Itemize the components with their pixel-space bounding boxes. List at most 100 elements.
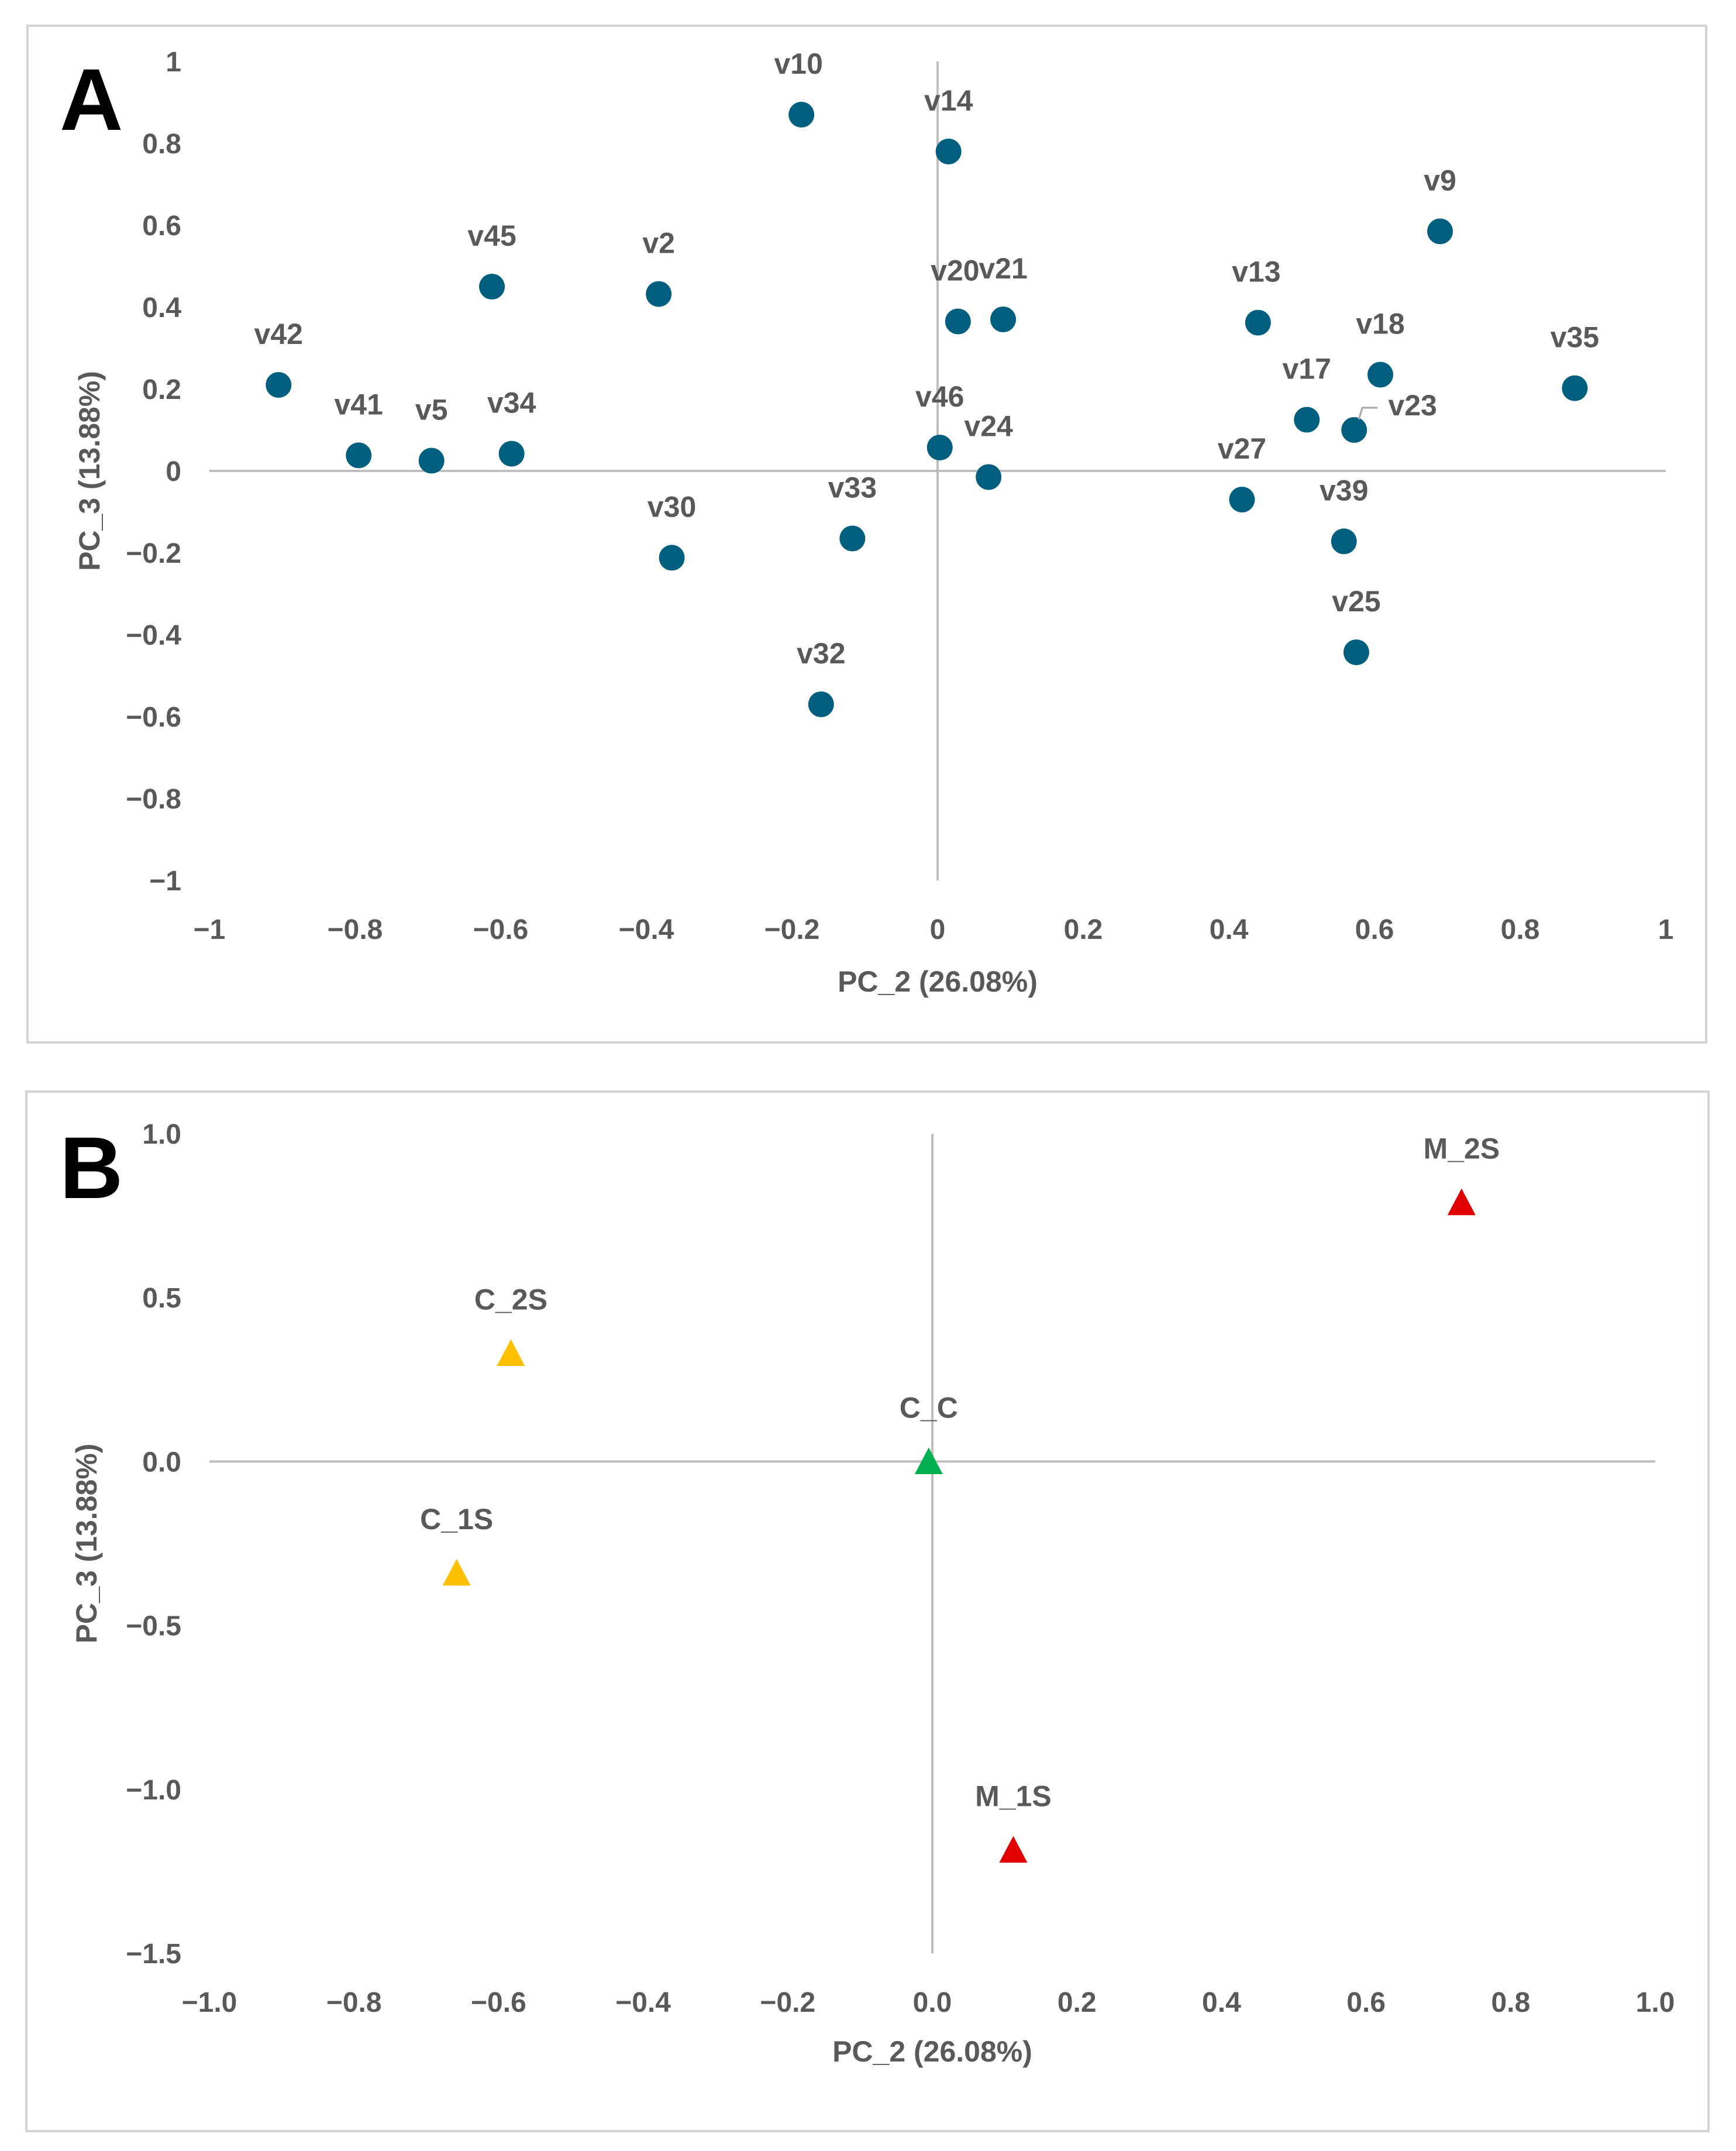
data-label-C_1S: C_1S [420,1503,493,1536]
data-point-v27 [1229,487,1255,512]
data-label-v25: v25 [1332,585,1380,618]
data-point-v21 [990,307,1017,332]
data-label-v5: v5 [415,394,448,426]
data-label-v45: v45 [467,219,516,252]
data-label-v30: v30 [647,490,696,523]
data-label-v23: v23 [1388,389,1437,422]
chart-a-frame [26,25,1707,1044]
chart-b-plot: −1.5−1.0−0.50.00.51.0−1.0 −0.8 −0.6 −0.4 −0.… [70,1119,1675,2068]
x-tick-label: 0.4 [1202,1987,1241,2018]
chart-a-svg: A −1 −0.8 −0.6 −0.4 −0.2 0 0.2 0.4 0.6 0.8 1 −1 −0.8… [26,25,1707,1044]
y-tick-label: 0 [166,456,181,487]
x-tick-label: 0.2 [1064,914,1103,945]
y-tick-label: −0.5 [126,1611,181,1642]
data-label-v35: v35 [1551,321,1599,354]
data-point-v14 [935,139,962,164]
leader-line-v23 [1358,407,1378,420]
data-label-v42: v42 [254,318,303,350]
data-point-C_1S [442,1558,471,1586]
y-tick-label: 0.2 [142,374,181,405]
y-tick-label: 0.8 [142,129,181,160]
y-tick-label: −0.6 [126,702,181,733]
x-tick-label: 1.0 [1636,1987,1675,2018]
x-tick-label: −1 [194,914,226,945]
data-label-v39: v39 [1320,474,1368,507]
x-tick-label: −0.2 [764,914,820,945]
y-tick-label: 0.6 [142,211,181,242]
y-tick-label: −1.0 [126,1775,181,1806]
x-tick-label: −1.0 [182,1987,237,2018]
data-point-v33 [839,525,866,552]
data-label-v34: v34 [487,387,536,419]
data-point-v39 [1331,528,1357,555]
y-axis-title: PC_3 (13.88%) [73,371,106,571]
data-point-v10 [788,102,815,128]
y-axis-title: PC_3 (13.88%) [70,1444,103,1644]
y-tick-label: −0.4 [126,620,181,651]
data-point-v2 [646,281,672,307]
data-label-v2: v2 [642,227,675,260]
chart-panel-b: B −1.5 −1.0 −0.5 0.0 0.5 1.0 −1.0 −0.8 −0.6 −0.4−… [0,1073,1736,2151]
data-label-v46: v46 [915,380,964,413]
data-label-v33: v33 [828,472,877,504]
y-tick-label: 0.4 [142,292,181,323]
data-label-v24: v24 [964,410,1013,443]
data-label-v27: v27 [1218,432,1266,465]
y-tick-label: 0.0 [142,1447,181,1478]
x-tick-label: 0.0 [913,1987,952,2018]
data-label-C_C: C_C [900,1391,958,1424]
data-point-v32 [808,691,834,717]
data-point-v9 [1427,218,1453,245]
data-label-v14: v14 [924,84,973,117]
data-point-M_1S [999,1836,1028,1863]
data-label-v9: v9 [1424,164,1456,197]
data-point-v35 [1562,375,1588,401]
data-point-v45 [479,274,505,300]
data-point-v23 [1341,417,1368,443]
data-point-v24 [976,464,1002,490]
data-label-M_1S: M_1S [975,1780,1052,1812]
chart-b-svg: B −1.5−1.0−0.50.00.51.0−1.0 −0.8 −0.6 −0.4−… [25,1090,1710,2132]
y-tick-label: −1 [149,866,181,897]
y-tick-label: −0.2 [126,538,181,569]
data-point-M_2S [1447,1188,1476,1216]
data-label-v32: v32 [797,637,845,670]
data-point-v13 [1245,309,1271,336]
x-axis-title: PC_2 (26.08%) [832,2035,1032,2068]
y-tick-label: −1.5 [126,1939,181,1970]
x-tick-label: 0.8 [1491,1987,1530,2018]
x-tick-label: −0.8 [328,914,383,945]
data-point-C_C [914,1447,943,1474]
panel-letter-b: B [60,1118,123,1217]
x-axis-title: PC_2 (26.08%) [838,965,1038,998]
x-tick-label: 0.8 [1501,914,1540,945]
y-tick-label: −0.8 [126,784,181,815]
data-point-v46 [926,435,953,461]
x-tick-label: 0.6 [1346,1987,1386,2018]
x-tick-label: 0.2 [1058,1987,1097,2018]
data-point-v41 [346,442,372,469]
data-label-v13: v13 [1232,256,1280,288]
data-label-v20: v20 [931,254,979,287]
data-point-v20 [945,308,971,335]
x-tick-label: 0.4 [1210,914,1249,945]
y-tick-label: 1.0 [142,1119,181,1150]
x-tick-label: −0.4 [619,914,674,945]
x-tick-label: 0 [930,914,946,945]
x-tick-label: −0.4 [615,1987,671,2018]
x-tick-label: −0.2 [760,1987,815,2018]
data-label-C_2S: C_2S [474,1283,547,1316]
x-tick-label: −0.8 [326,1987,382,2018]
chart-b-frame [25,1090,1710,2132]
y-tick-label: 1 [166,47,181,78]
data-point-v42 [266,372,292,398]
x-tick-label: 1 [1658,914,1674,945]
x-tick-label: −0.6 [473,914,529,945]
data-label-v10: v10 [774,47,822,80]
data-point-C_2S [497,1339,525,1367]
data-point-v30 [659,545,685,571]
y-tick-label: 0.5 [142,1283,181,1314]
data-point-v17 [1294,407,1320,433]
data-label-M_2S: M_2S [1423,1133,1500,1165]
chart-panel-a: A −1 −0.8 −0.6 −0.4 −0.2 0 0.2 0.4 0.6 0.8 1 −1 −0.8… [0,0,1736,1055]
